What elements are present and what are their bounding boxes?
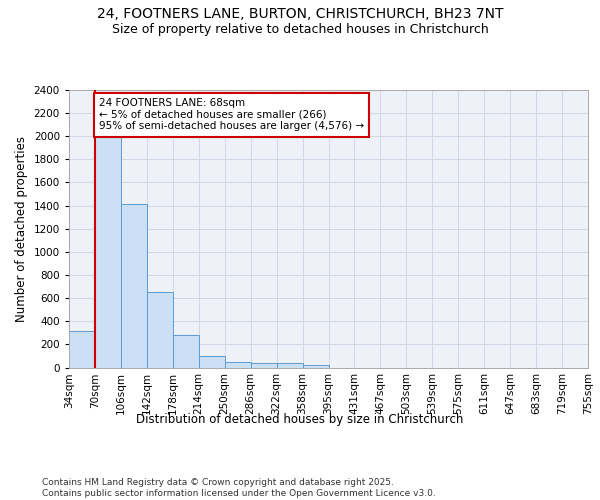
Text: 24, FOOTNERS LANE, BURTON, CHRISTCHURCH, BH23 7NT: 24, FOOTNERS LANE, BURTON, CHRISTCHURCH,… <box>97 8 503 22</box>
Bar <box>121 204 147 368</box>
Text: Contains HM Land Registry data © Crown copyright and database right 2025.
Contai: Contains HM Land Registry data © Crown c… <box>42 478 436 498</box>
Text: 24 FOOTNERS LANE: 68sqm
← 5% of detached houses are smaller (266)
95% of semi-de: 24 FOOTNERS LANE: 68sqm ← 5% of detached… <box>99 98 364 132</box>
Y-axis label: Number of detached properties: Number of detached properties <box>15 136 28 322</box>
Bar <box>69 330 95 368</box>
Bar <box>251 363 277 368</box>
Text: Distribution of detached houses by size in Christchurch: Distribution of detached houses by size … <box>136 412 464 426</box>
Bar <box>147 292 173 368</box>
Bar <box>173 335 199 368</box>
Text: Size of property relative to detached houses in Christchurch: Size of property relative to detached ho… <box>112 22 488 36</box>
Bar <box>95 136 121 368</box>
Bar <box>277 364 302 368</box>
Bar <box>199 356 224 368</box>
Bar <box>225 362 251 368</box>
Bar <box>302 365 329 368</box>
